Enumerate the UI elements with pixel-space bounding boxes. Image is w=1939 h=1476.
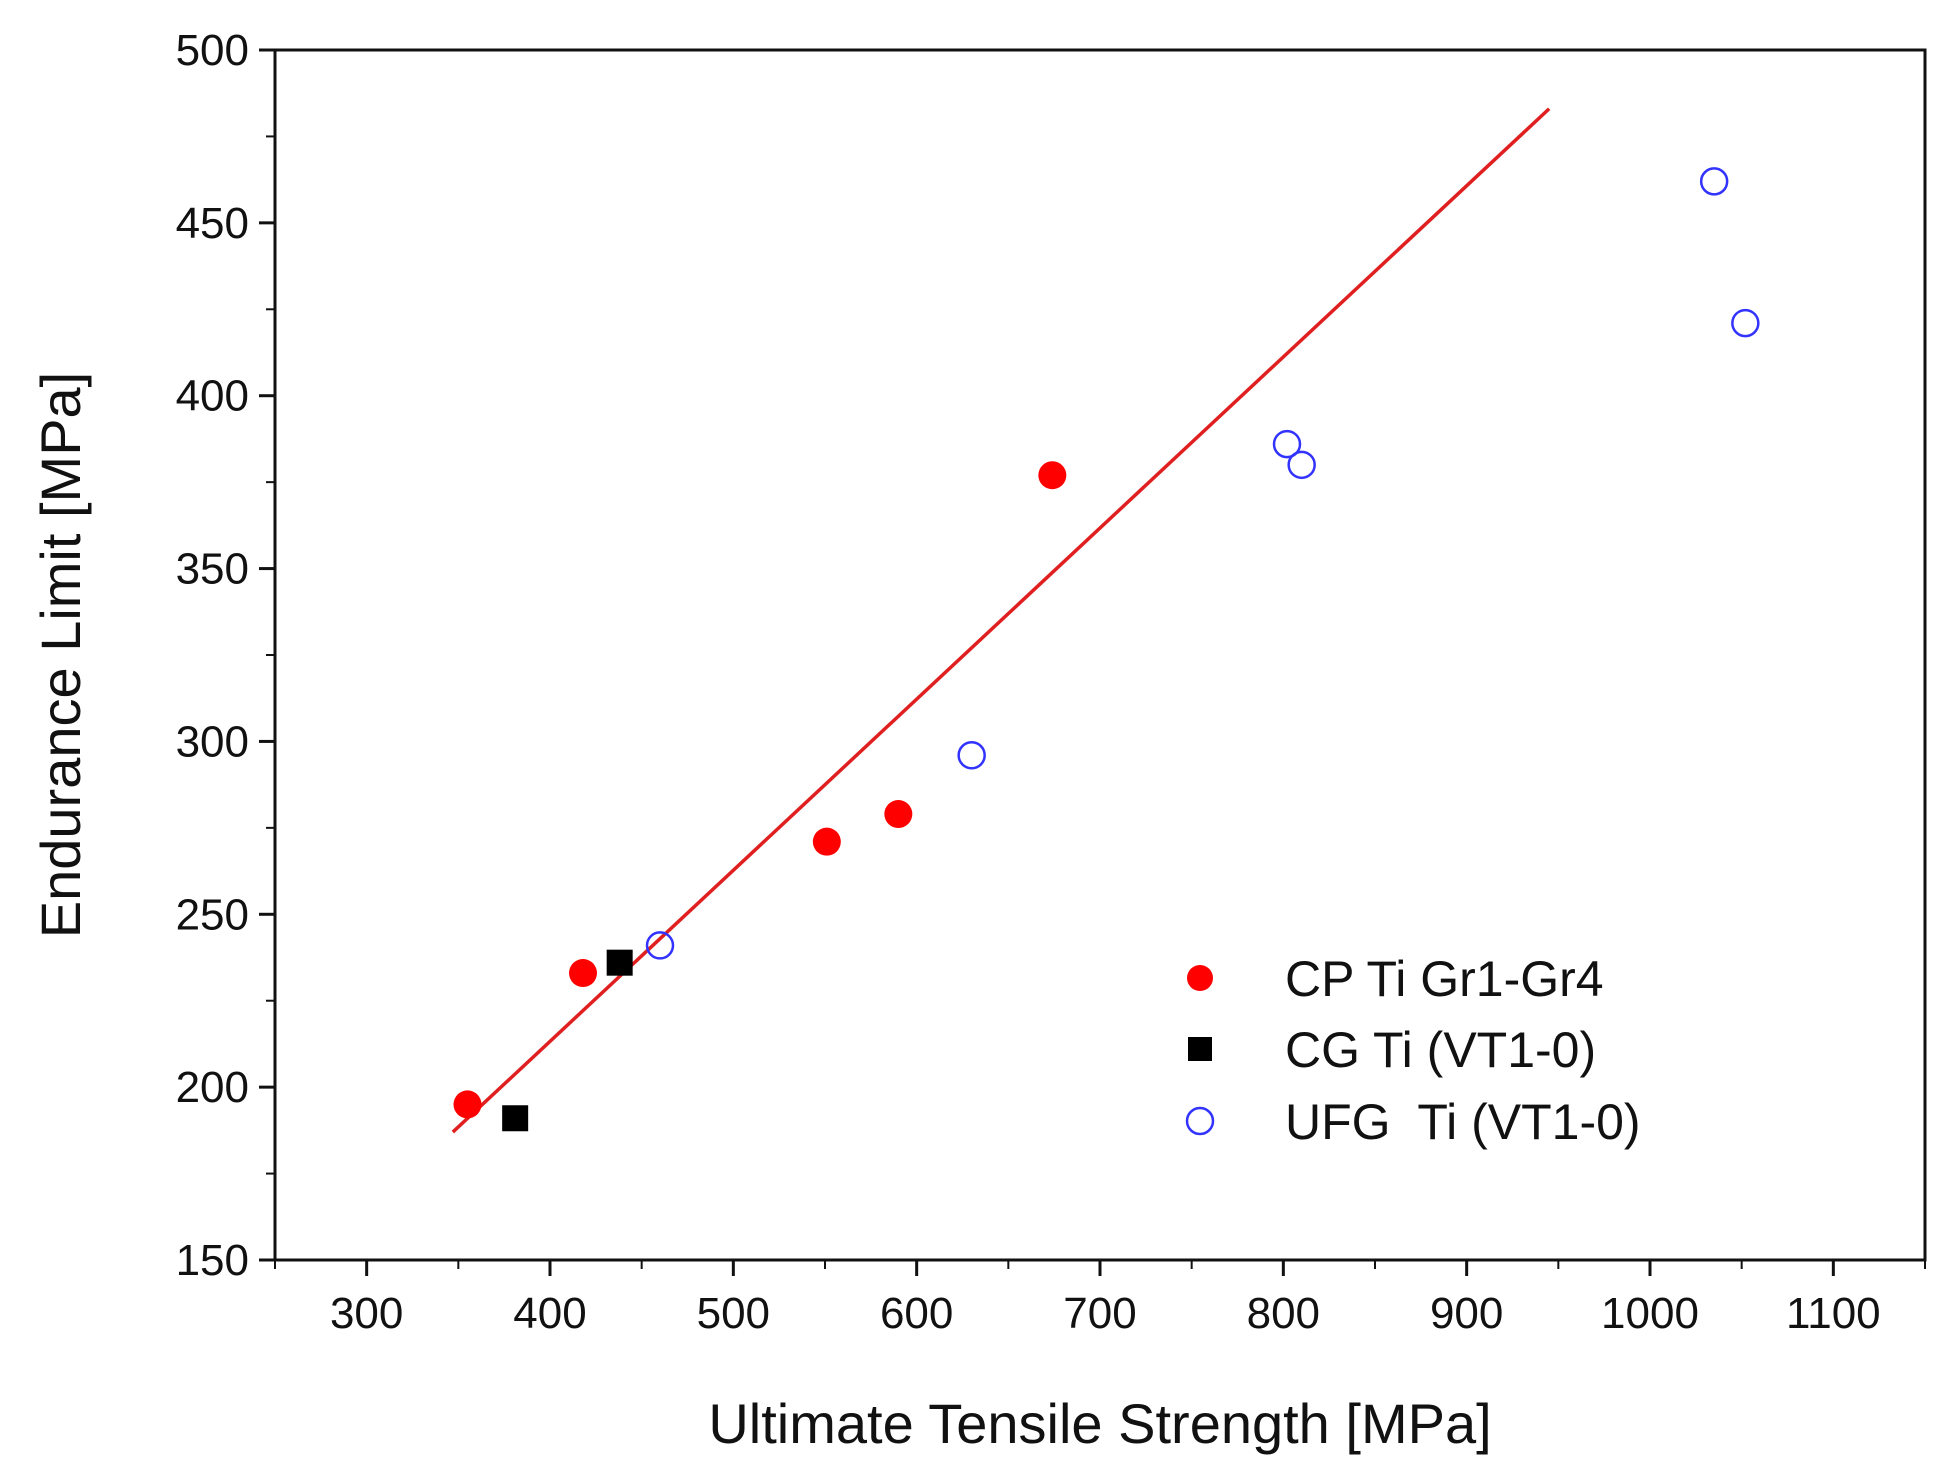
x-tick-label: 700 xyxy=(1063,1289,1136,1338)
data-point-cp-ti xyxy=(812,827,841,856)
x-axis: 300 400 500 600 700 800 900 1000 1100 xyxy=(274,1260,1926,1338)
y-tick-label: 500 xyxy=(176,26,249,75)
x-tick-label: 1100 xyxy=(1786,1289,1881,1338)
data-point-ufg-ti xyxy=(645,931,675,960)
data-point-cg-ti xyxy=(502,1105,529,1132)
data-point-cg-ti xyxy=(606,949,633,976)
x-tick-label: 1000 xyxy=(1601,1289,1699,1338)
data-point-ufg-ti xyxy=(1699,167,1729,196)
y-tick-label: 450 xyxy=(176,199,249,248)
x-tick-label: 500 xyxy=(697,1289,770,1338)
data-point-cp-ti xyxy=(453,1090,482,1119)
data-point-ufg-ti xyxy=(1731,308,1760,338)
legend-item-cp-ti: CP Ti Gr1-Gr4 xyxy=(1187,951,1604,1007)
fit-line-layer xyxy=(451,107,1551,1134)
x-tick-label: 400 xyxy=(513,1289,586,1338)
legend-marker-cp-ti xyxy=(1187,965,1213,991)
data-points-layer xyxy=(453,167,1760,1132)
data-point-cp-ti xyxy=(1038,461,1067,490)
data-point-ufg-ti xyxy=(1287,450,1316,480)
data-point-cp-ti xyxy=(884,800,913,829)
data-point-cp-ti xyxy=(569,959,597,988)
x-tick-label: 800 xyxy=(1247,1289,1320,1338)
legend-marker-cg-ti xyxy=(1188,1037,1212,1061)
x-axis-title: Ultimate Tensile Strength [MPa] xyxy=(708,1392,1491,1455)
legend-label-ufg-ti: UFG Ti (VT1-0) xyxy=(1285,1094,1641,1150)
plot-frame xyxy=(273,48,1927,1262)
y-axis-title: Endurance Limit [MPa] xyxy=(29,372,92,938)
y-tick-label: 350 xyxy=(176,545,249,594)
fit-line xyxy=(451,107,1551,1134)
data-point-ufg-ti xyxy=(957,741,986,770)
data-point-ufg-ti xyxy=(1272,429,1302,459)
y-tick-label: 200 xyxy=(176,1063,249,1112)
y-tick-label: 300 xyxy=(176,717,249,766)
y-tick-label: 250 xyxy=(176,890,249,939)
y-axis: 150 200 250 300 350 400 450 500 xyxy=(176,26,275,1285)
legend-marker-ufg-ti xyxy=(1185,1106,1215,1136)
legend-item-cg-ti: CG Ti (VT1-0) xyxy=(1188,1022,1596,1078)
y-tick-label: 150 xyxy=(176,1236,249,1285)
legend-label-cg-ti: CG Ti (VT1-0) xyxy=(1285,1022,1596,1078)
legend-label-cp-ti: CP Ti Gr1-Gr4 xyxy=(1285,951,1604,1007)
x-tick-label: 900 xyxy=(1430,1289,1503,1338)
x-tick-label: 600 xyxy=(880,1289,953,1338)
legend: CP Ti Gr1-Gr4 CG Ti (VT1-0) UFG Ti (VT1-… xyxy=(1185,951,1641,1150)
legend-item-ufg-ti: UFG Ti (VT1-0) xyxy=(1185,1094,1641,1150)
x-tick-label: 300 xyxy=(330,1289,403,1338)
y-tick-label: 400 xyxy=(176,372,249,421)
